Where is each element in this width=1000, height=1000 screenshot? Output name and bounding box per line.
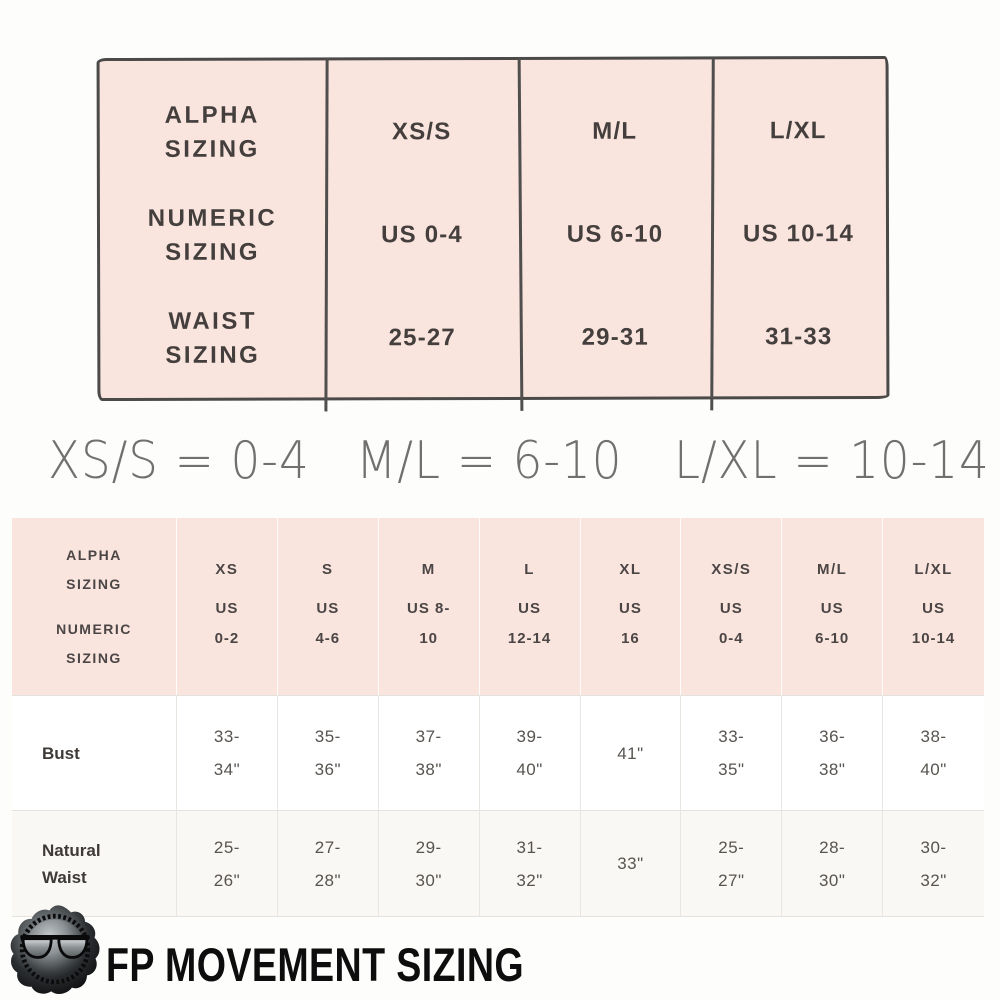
- label-line: SIZING: [164, 135, 260, 163]
- bust-value-l: 39- 40": [479, 695, 581, 810]
- numeric-value-ml: US 6-10: [566, 220, 664, 248]
- bust-value-lxl: 38- 40": [883, 695, 984, 810]
- waist-value-xss: 25- 27": [681, 810, 783, 916]
- bust-value-m: 37- 38": [378, 695, 480, 810]
- column-header-xs: XS US 0-2: [177, 518, 278, 695]
- brand-title: FP MOVEMENT SIZING: [106, 938, 525, 991]
- size-equivalence-lxl: L/XL = 10-14: [674, 431, 990, 491]
- column-header-xl: XL US 16: [580, 518, 682, 695]
- row-label-bust: Bust: [12, 695, 177, 810]
- alpha-value-lxl: L/XL: [769, 116, 827, 144]
- row-label-natural-waist: Natural Waist: [12, 810, 177, 916]
- waist-value-lxl: 30- 32": [883, 810, 984, 916]
- column-header-l: L US 12-14: [479, 518, 581, 695]
- numeric-value-xss: US 0-4: [381, 220, 464, 248]
- bust-value-xl: 41": [580, 695, 682, 810]
- alpha-sizing-summary-table: ALPHA SIZING XS/S M/L L/XL NUMERIC SIZIN…: [96, 55, 890, 412]
- row-header-waist-sizing: WAIST SIZING: [100, 286, 325, 390]
- label-line: WAIST: [168, 307, 258, 335]
- label-line: ALPHA: [164, 101, 260, 129]
- waist-value-xl: 33": [580, 810, 682, 916]
- waist-value-s: 27- 28": [277, 810, 379, 916]
- waist-value-xss: 25-27: [388, 323, 457, 351]
- waist-value-ml: 29-31: [581, 323, 650, 351]
- column-header-ml: M/L US 6-10: [782, 518, 884, 695]
- label-line: SIZING: [165, 341, 261, 369]
- waist-value-lxl: 31-33: [765, 322, 833, 350]
- waist-value-m: 29- 30": [378, 810, 480, 916]
- row-header-alpha-sizing: ALPHA SIZING: [100, 80, 325, 184]
- bust-value-ml: 36- 38": [782, 695, 884, 810]
- column-header-xss: XS/S US 0-4: [681, 518, 783, 695]
- alpha-value-xss: XS/S: [391, 117, 452, 145]
- alpha-value-ml: M/L: [592, 117, 638, 145]
- waist-value-xs: 25- 26": [177, 810, 278, 916]
- row-header-numeric-sizing: NUMERIC SIZING: [100, 183, 325, 287]
- bust-value-s: 35- 36": [277, 695, 379, 810]
- sunglasses-glyph: [20, 934, 90, 959]
- label-line: NUMERIC: [147, 204, 278, 232]
- size-equivalence-ml: M/L = 6-10: [356, 431, 623, 491]
- column-header-m: M US 8- 10: [378, 518, 480, 695]
- sunglasses-seal-icon: [10, 905, 100, 994]
- column-header-lxl: L/XL US 10-14: [883, 518, 984, 695]
- column-header-s: S US 4-6: [277, 518, 379, 695]
- label-line: SIZING: [165, 238, 261, 266]
- waist-value-l: 31- 32": [479, 810, 581, 916]
- size-equivalence-xss: XS/S = 0-4: [48, 431, 310, 491]
- bust-value-xss: 33- 35": [681, 695, 783, 810]
- size-chart-header-label: ALPHA SIZING NUMERIC SIZING: [12, 518, 177, 695]
- summary-table-grid: ALPHA SIZING XS/S M/L L/XL NUMERIC SIZIN…: [100, 59, 887, 398]
- bust-value-xs: 33- 34": [177, 695, 278, 810]
- waist-value-ml: 28- 30": [782, 810, 884, 916]
- numeric-value-lxl: US 10-14: [742, 219, 855, 247]
- size-chart-table: ALPHA SIZING NUMERIC SIZING XS US 0-2 S …: [12, 518, 984, 917]
